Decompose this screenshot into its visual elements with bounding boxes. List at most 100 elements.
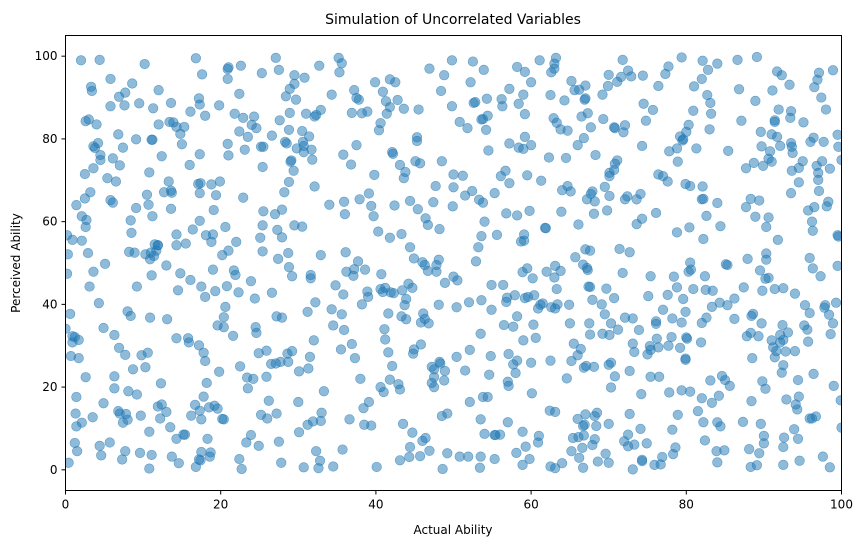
scatter-point [338, 324, 350, 336]
scatter-point [699, 271, 711, 282]
scatter-point [241, 437, 252, 448]
scatter-point [580, 409, 591, 420]
scatter-point [763, 212, 774, 223]
scatter-point [526, 388, 537, 399]
scatter-point [678, 293, 689, 305]
scatter-point [187, 224, 198, 235]
scatter-point [196, 69, 208, 80]
scatter-point [203, 402, 215, 413]
scatter-point [162, 314, 173, 325]
scatter-point [87, 412, 98, 423]
scatter-point [498, 279, 509, 291]
scatter-point [550, 406, 561, 418]
scatter-point [122, 414, 133, 425]
scatter-point [146, 449, 157, 461]
scatter-point [740, 202, 752, 213]
scatter-point [700, 284, 711, 295]
scatter-point [657, 304, 669, 315]
scatter-point [72, 446, 83, 457]
scatter-point [270, 52, 281, 63]
scatter-point [134, 447, 146, 458]
scatter-point [309, 111, 320, 122]
scatter-point [698, 417, 709, 428]
scatter-point [636, 389, 647, 400]
scatter-point [746, 396, 757, 407]
scatter-point [590, 149, 601, 161]
scatter-point [755, 418, 766, 430]
scatter-point [614, 243, 625, 255]
scatter-point [109, 329, 120, 341]
scatter-point [284, 83, 295, 94]
scatter-point [430, 180, 441, 192]
scatter-point [165, 422, 176, 433]
scatter-point [609, 293, 620, 304]
scatter-point [684, 222, 695, 233]
scatter-point [818, 136, 829, 147]
scatter-point [65, 268, 73, 279]
scatter-point [373, 125, 385, 136]
scatter-point [599, 309, 610, 320]
scatter-point [719, 445, 730, 456]
scatter-point [144, 254, 156, 265]
scatter-point [127, 78, 138, 89]
scatter-point [120, 87, 131, 98]
scatter-point [799, 300, 811, 311]
scatter-point [95, 154, 106, 166]
scatter-point [518, 335, 529, 346]
scatter-point [380, 282, 391, 293]
scatter-point [482, 110, 493, 121]
scatter-point [354, 194, 365, 205]
scatter-point [522, 170, 533, 181]
scatter-point [293, 396, 304, 408]
scatter-point [384, 232, 395, 243]
scatter-point [394, 384, 406, 395]
scatter-point [766, 156, 777, 167]
y-tick-label: 60 [42, 215, 57, 229]
scatter-point [71, 199, 82, 211]
scatter-point [446, 101, 458, 112]
scatter-point [750, 211, 761, 222]
scatter-point [363, 188, 375, 199]
scatter-point [261, 371, 272, 382]
scatter-point [200, 291, 211, 303]
y-tick-label: 80 [42, 132, 57, 146]
scatter-point [235, 60, 246, 71]
scatter-point [792, 404, 803, 415]
scatter-point [816, 156, 828, 167]
scatter-point [475, 414, 486, 425]
scatter-point [285, 156, 296, 167]
scatter-point [96, 450, 107, 461]
scatter-point [168, 117, 179, 128]
scatter-point [545, 89, 556, 101]
scatter-point [464, 396, 475, 408]
scatter-point [755, 126, 766, 137]
scatter-point [761, 248, 772, 259]
x-tick-label: 40 [368, 498, 383, 512]
scatter-point [633, 324, 645, 336]
scatter-point [448, 169, 459, 180]
y-tick-label: 20 [42, 380, 57, 394]
scatter-point [345, 159, 357, 170]
scatter-point [220, 221, 231, 233]
scatter-point [123, 386, 134, 397]
scatter-point [738, 282, 749, 293]
scatter-point [688, 283, 699, 295]
scatter-point [584, 318, 595, 329]
scatter-point [589, 410, 600, 422]
scatter-point [447, 201, 458, 212]
scatter-point [399, 300, 410, 311]
scatter-point [807, 263, 818, 274]
scatter-point [465, 77, 476, 88]
scatter-point [803, 336, 814, 347]
scatter-point [434, 223, 445, 235]
scatter-point [281, 138, 292, 149]
scatter-point [577, 462, 589, 473]
scatter-point [560, 152, 572, 164]
scatter-point [676, 52, 687, 63]
scatter-point [202, 433, 213, 444]
scatter-point [417, 435, 428, 446]
scatter-point [789, 346, 801, 357]
scatter-point [310, 297, 321, 308]
scatter-point [638, 98, 649, 109]
scatter-point [175, 128, 186, 140]
